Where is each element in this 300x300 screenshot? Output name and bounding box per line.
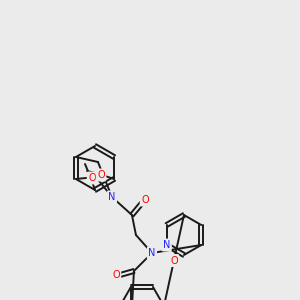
Text: O: O (112, 270, 120, 280)
Text: O: O (141, 195, 149, 205)
Text: O: O (88, 173, 96, 183)
Text: O: O (97, 170, 105, 180)
Text: N: N (163, 240, 170, 250)
Text: O: O (170, 256, 178, 266)
Text: N: N (148, 248, 156, 258)
Text: N: N (108, 192, 116, 202)
